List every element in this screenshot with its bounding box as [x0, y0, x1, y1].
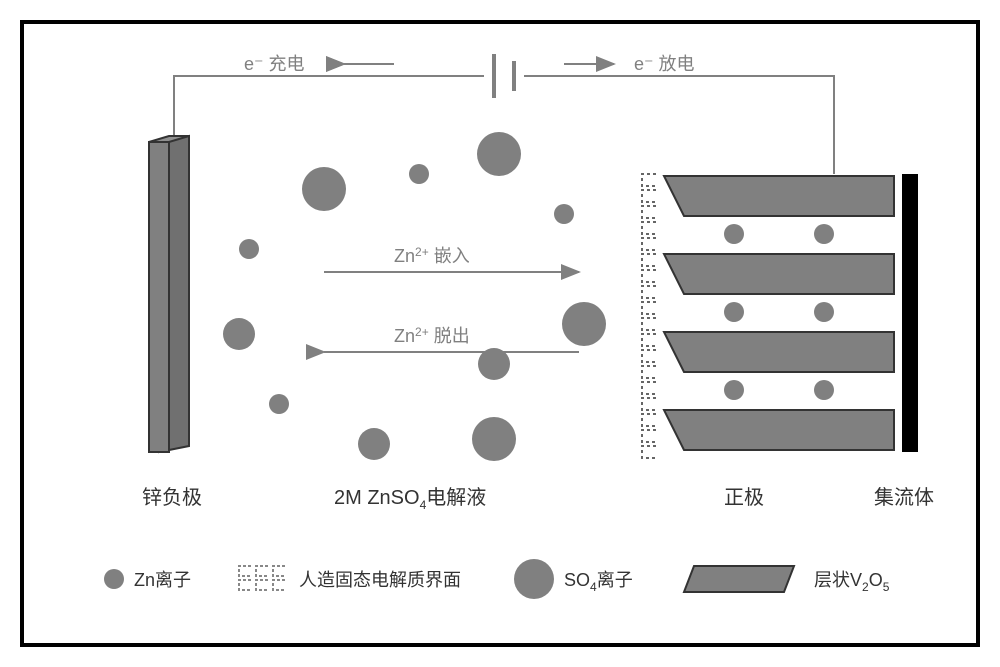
legend: Zn离子 人造固态电解质界面 SO4离子 层状V2O5: [104, 559, 890, 599]
zn-ion: [724, 380, 744, 400]
legend-zn-icon: [104, 569, 124, 589]
sei-segment: [642, 206, 656, 218]
zn-ion: [814, 224, 834, 244]
discharge-arrow-group: e⁻ 放电: [564, 54, 695, 74]
legend-v2o5-icon: [684, 566, 794, 592]
so4-ion: [358, 428, 390, 460]
zn-ion: [554, 204, 574, 224]
legend-so4-icon: [514, 559, 554, 599]
sei-segment: [642, 286, 656, 298]
so4-ion: [223, 318, 255, 350]
layered-v2o5: [664, 176, 894, 450]
v2o5-layer: [664, 410, 894, 450]
zn-ion: [409, 164, 429, 184]
zn-ion: [724, 224, 744, 244]
sei-segment: [642, 334, 656, 346]
discharge-label: e⁻ 放电: [634, 54, 695, 74]
extract-prefix: Zn: [394, 326, 415, 346]
zn-ion: [814, 380, 834, 400]
legend-so4-label: SO4离子: [564, 570, 633, 594]
insert-prefix: Zn: [394, 246, 415, 266]
zn-extract-arrow: Zn2+ 脱出: [324, 325, 579, 352]
v2o5-layer: [664, 176, 894, 216]
anode-label: 锌负极: [142, 486, 202, 509]
v2o5-layer: [664, 332, 894, 372]
legend-v2o5-label: 层状V2O5: [814, 570, 890, 594]
cathode-label: 正极: [724, 486, 764, 509]
sei-layer: [642, 174, 656, 458]
charge-arrow-group: e⁻ 充电: [244, 54, 394, 74]
sei-segment: [642, 366, 656, 378]
sei-segment: [642, 190, 656, 202]
zinc-anode: [149, 136, 189, 452]
zn-ion: [269, 394, 289, 414]
sei-segment: [642, 222, 656, 234]
zn-ion: [239, 239, 259, 259]
svg-text:Zn2+ 嵌入: Zn2+ 嵌入: [394, 245, 470, 266]
sei-segment: [642, 350, 656, 362]
sei-segment: [642, 238, 656, 250]
zn-ion: [724, 302, 744, 322]
battery-schematic: e⁻ 充电 e⁻ 放电 Zn2+ 嵌入 Zn2+ 脱出 锌负极 2M ZnSO4…: [24, 24, 976, 643]
electrolyte-label: 2M ZnSO4电解液: [334, 486, 486, 512]
extract-sup: 2+: [415, 325, 429, 339]
sei-segment: [642, 382, 656, 394]
sei-segment: [642, 430, 656, 442]
sei-segment: [642, 446, 656, 458]
current-collector: [902, 174, 918, 452]
so4-ion: [477, 132, 521, 176]
sei-segment: [642, 414, 656, 426]
so4-ion: [302, 167, 346, 211]
so4-ion: [472, 417, 516, 461]
legend-sei-label: 人造固态电解质界面: [299, 570, 461, 590]
sei-segment: [642, 302, 656, 314]
collector-label: 集流体: [874, 486, 934, 509]
legend-sei-icon: [239, 566, 285, 590]
sei-segment: [642, 174, 656, 186]
svg-text:Zn2+ 脱出: Zn2+ 脱出: [394, 325, 470, 346]
capacitor-plates: [494, 54, 514, 98]
insert-suffix: 嵌入: [429, 246, 470, 266]
insert-sup: 2+: [415, 245, 429, 259]
legend-zn-label: Zn离子: [134, 570, 191, 590]
charge-label: e⁻ 充电: [244, 54, 305, 74]
sei-segment: [642, 398, 656, 410]
sei-segment: [642, 270, 656, 282]
extract-suffix: 脱出: [429, 326, 470, 346]
sei-segment: [642, 254, 656, 266]
zn-insert-arrow: Zn2+ 嵌入: [324, 245, 579, 272]
so4-ion: [562, 302, 606, 346]
v2o5-layer: [664, 254, 894, 294]
sei-segment: [642, 318, 656, 330]
zn-ion: [814, 302, 834, 322]
diagram-frame: e⁻ 充电 e⁻ 放电 Zn2+ 嵌入 Zn2+ 脱出 锌负极 2M ZnSO4…: [20, 20, 980, 647]
